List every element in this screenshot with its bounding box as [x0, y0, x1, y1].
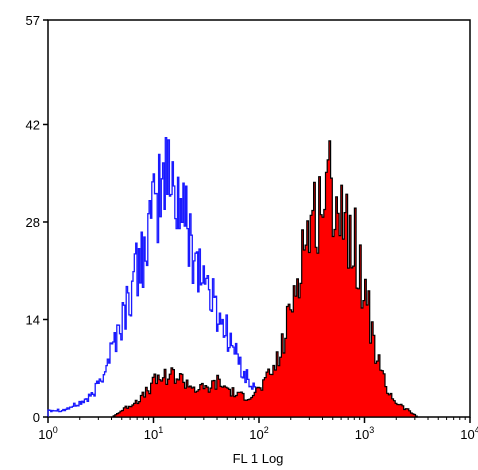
x-tick-label-2: 102	[249, 425, 268, 442]
series-0-outline	[47, 136, 292, 417]
y-tick-label-1: 14	[26, 312, 40, 327]
series-1-area	[111, 140, 418, 418]
x-tick-label-3: 103	[355, 425, 374, 442]
y-tick-label-0: 0	[33, 410, 40, 425]
y-tick-label-3: 42	[26, 117, 40, 132]
x-tick-label-0: 100	[38, 425, 57, 442]
x-axis-label: FL 1 Log	[233, 451, 284, 466]
plot-frame	[47, 19, 471, 418]
y-tick-label-4: 57	[26, 13, 40, 28]
x-tick-label-4: 104	[460, 425, 478, 442]
x-tick-label-1: 101	[144, 425, 163, 442]
y-tick-label-2: 28	[26, 215, 40, 230]
